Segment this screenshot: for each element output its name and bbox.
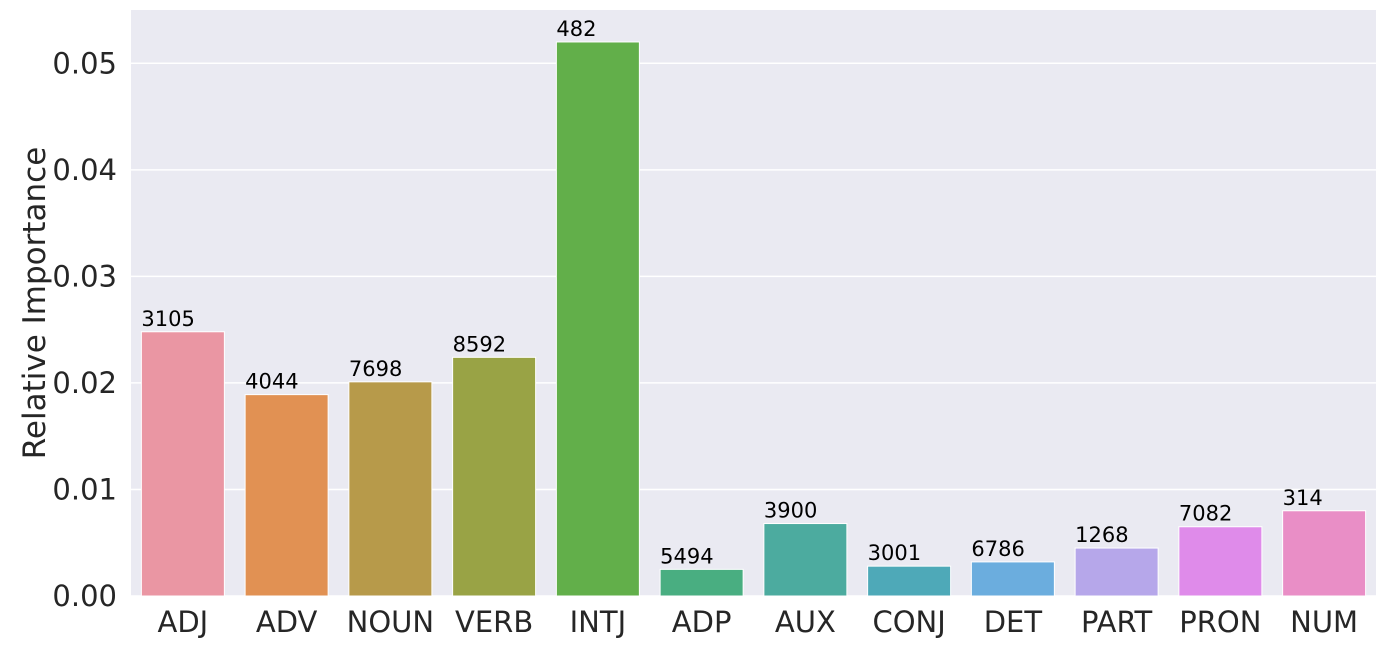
bar-value-label: 3900 (764, 499, 817, 523)
x-tick-label: PART (1081, 605, 1153, 639)
y-tick-label: 0.00 (52, 579, 117, 613)
y-tick-label: 0.01 (52, 472, 117, 506)
bar-value-label: 7082 (1179, 502, 1232, 526)
bar-adp (659, 568, 744, 597)
bar-value-label: 5494 (660, 544, 713, 568)
bar-intj (555, 41, 640, 597)
y-axis-label: Relative Importance (17, 147, 53, 460)
bar-adv (244, 394, 329, 597)
x-tick-label: ADP (672, 605, 732, 639)
bar-labels: 3105 4044 7698 8592 482 5494 3900 3001 6786 1268 7… (141, 17, 1322, 568)
bar-value-label: 7698 (349, 357, 402, 381)
bar-value-label: 3105 (141, 307, 194, 331)
x-tick-label: VERB (455, 605, 533, 639)
bar-value-label: 6786 (971, 537, 1024, 561)
x-tick-label: INTJ (570, 605, 627, 639)
x-tick-labels: ADJ ADV NOUN VERB INTJ ADP AUX CONJ DET PART PRON N… (158, 605, 1359, 639)
x-tick-label: PRON (1179, 605, 1261, 639)
bar-adj (140, 331, 225, 597)
bars (140, 41, 1367, 597)
bar-part (1074, 547, 1159, 597)
x-tick-label: ADV (256, 605, 318, 639)
y-tick-label: 0.03 (52, 259, 117, 293)
bar-verb (452, 356, 537, 597)
y-tick-label: 0.05 (52, 46, 117, 80)
bar-value-label: 8592 (453, 332, 506, 356)
bar-value-label: 4044 (245, 370, 298, 394)
x-tick-label: NUM (1290, 605, 1358, 639)
bar-num (1282, 510, 1367, 597)
x-tick-label: ADJ (158, 605, 209, 639)
bar-pron (1178, 526, 1263, 597)
gridlines (131, 62, 1376, 597)
bar-det (970, 561, 1055, 597)
bar-value-label: 482 (556, 17, 596, 41)
x-tick-label: AUX (775, 605, 836, 639)
y-tick-label: 0.04 (52, 153, 117, 187)
bar-value-label: 3001 (868, 541, 921, 565)
y-tick-labels: 0.00 0.01 0.02 0.03 0.04 0.05 (52, 46, 117, 613)
bar-conj (867, 565, 952, 597)
bar-value-label: 314 (1283, 486, 1323, 510)
bar-noun (348, 381, 433, 597)
x-tick-label: NOUN (347, 605, 434, 639)
x-tick-label: DET (984, 605, 1043, 639)
bar-aux (763, 523, 848, 597)
y-tick-label: 0.02 (52, 366, 117, 400)
plot-background (131, 10, 1376, 596)
bar-value-label: 1268 (1075, 523, 1128, 547)
x-tick-label: CONJ (872, 605, 945, 639)
